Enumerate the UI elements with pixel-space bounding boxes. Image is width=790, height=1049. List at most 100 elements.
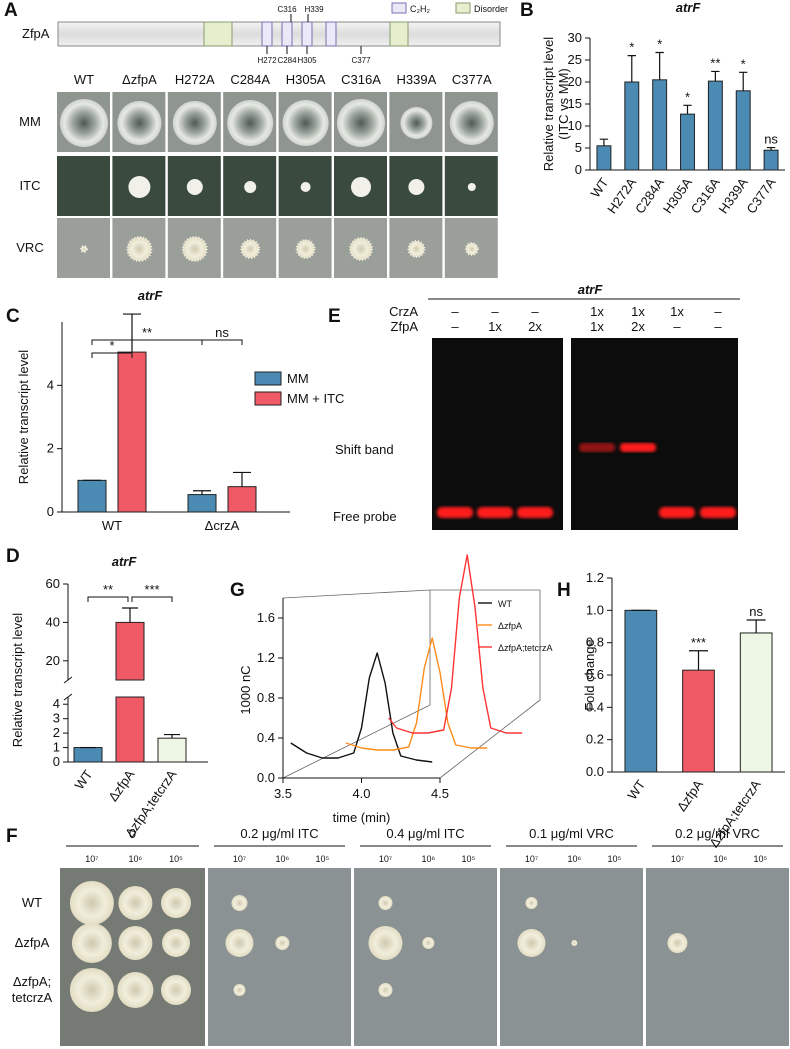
y-tick-label: 20 (568, 74, 582, 89)
y-tick-label: 0 (575, 162, 582, 177)
error-bar (746, 619, 766, 633)
y-tick-label: 1.2 (257, 650, 275, 665)
y-tick-label: 0.2 (586, 732, 604, 747)
axis-frame (282, 589, 431, 599)
condition-label: 0.1 μg/ml VRC (529, 826, 614, 841)
lane-label: 2x (528, 319, 542, 334)
site-label: H272 (257, 56, 277, 65)
bar (227, 486, 257, 513)
bracket-label: ** (103, 582, 113, 597)
dilution-label: 10⁵ (462, 854, 476, 864)
x-axis-label: time (min) (333, 810, 391, 825)
colony (69, 881, 114, 925)
y-tick-label: 2 (53, 725, 60, 740)
column-label: H305A (286, 72, 326, 87)
domain-bar (57, 21, 501, 47)
disorder-region (203, 21, 233, 47)
panel-letter: G (230, 580, 245, 601)
colony (449, 101, 494, 145)
disorder-region (389, 21, 409, 47)
y-tick-label: 0.8 (586, 635, 604, 650)
y-tick-label: 1.0 (586, 602, 604, 617)
y-axis-label: Fold change (582, 639, 597, 711)
bar (735, 90, 751, 171)
row-label: CrzA (389, 304, 418, 319)
y-tick-label: 0.4 (586, 699, 604, 714)
colony (464, 242, 479, 256)
legend-swatch (391, 2, 407, 14)
site-label: C316 (277, 5, 297, 14)
y-tick-label: 0.8 (257, 690, 275, 705)
y-tick-label: 4 (47, 377, 54, 392)
colony (126, 236, 153, 262)
x-tick-label: 4.5 (431, 786, 449, 801)
colony (378, 896, 393, 910)
axis-break (63, 693, 73, 701)
x-tick-label: C377A (743, 175, 778, 216)
dilution-label: 10⁶ (129, 854, 143, 864)
colony (422, 937, 435, 949)
chart-title: atrF (676, 0, 702, 15)
y-axis-label: Relative transcript level (541, 37, 556, 171)
colony (128, 176, 151, 198)
bar (624, 81, 640, 171)
y-axis-label: Relative transcript level (16, 350, 31, 484)
lane-label: – (714, 319, 722, 334)
colony (400, 107, 433, 139)
error-bar (164, 733, 180, 739)
bar (652, 79, 668, 171)
plate-photo (646, 868, 789, 1046)
colony (71, 923, 112, 963)
y-tick-label: 60 (46, 576, 60, 591)
bar (115, 696, 145, 763)
x-tick-label: 4.0 (352, 786, 370, 801)
legend-label: ΔzfpA (498, 621, 522, 631)
bar (77, 479, 107, 513)
lane-label: 1x (590, 319, 604, 334)
c2h2-domain (261, 21, 273, 47)
colony (351, 177, 371, 197)
colony (162, 929, 190, 957)
chromatogram-line (345, 637, 488, 751)
error-bar (193, 490, 211, 495)
colony (525, 897, 538, 909)
plate-photo (208, 868, 351, 1046)
error-bar (122, 607, 138, 623)
colony (378, 983, 393, 997)
panel-letter: F (6, 826, 18, 847)
y-tick-label: 0.6 (586, 667, 604, 682)
site-label: C377 (351, 56, 371, 65)
axis-break (63, 676, 73, 684)
significance: ns (749, 604, 763, 619)
gel-image (432, 338, 563, 530)
y-tick-label: 0.4 (257, 730, 275, 745)
colony (667, 933, 688, 953)
dilution-label: 10⁷ (671, 854, 684, 864)
lane-label: 1x (488, 319, 502, 334)
chart-title: atrF (112, 554, 138, 569)
column-label: C377A (452, 72, 492, 87)
row-label: MM (19, 114, 41, 129)
panel-letter: H (557, 580, 571, 601)
c2h2-domain (325, 21, 337, 47)
x-tick-label: 3.5 (274, 786, 292, 801)
error-bar (683, 104, 692, 115)
bracket (201, 339, 243, 345)
bar (624, 609, 658, 773)
error-bar (599, 138, 609, 146)
dilution-label: 10⁵ (316, 854, 330, 864)
colony (300, 182, 311, 192)
bar (596, 145, 612, 171)
colony (60, 99, 108, 147)
shift-band (579, 443, 615, 452)
dilution-label: 10⁶ (276, 854, 290, 864)
bracket-label: ns (215, 325, 229, 340)
dilution-label: 10⁵ (169, 854, 183, 864)
bracket-label: * (109, 338, 114, 353)
error-bar (655, 51, 664, 80)
x-tick-label: ΔzfpA (105, 767, 137, 804)
column-label: C316A (341, 72, 381, 87)
bracket (91, 352, 133, 358)
significance: * (741, 56, 746, 71)
x-tick-label: WT (102, 518, 122, 533)
